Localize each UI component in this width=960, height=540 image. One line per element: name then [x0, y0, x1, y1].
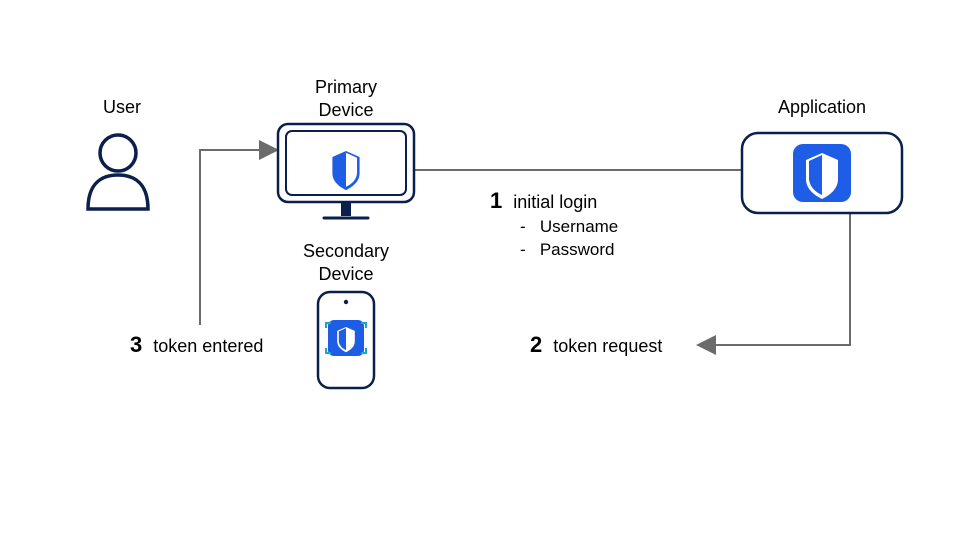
diagram-stage: User Primary Device Secondary Device App…: [0, 0, 960, 540]
monitor-icon: [278, 124, 414, 218]
phone-icon: [318, 292, 374, 388]
diagram-svg: [0, 0, 960, 540]
user-icon: [88, 135, 148, 209]
arrow-token-request: [700, 213, 850, 345]
arrow-token-entered: [200, 150, 275, 325]
application-icon: [742, 133, 902, 213]
